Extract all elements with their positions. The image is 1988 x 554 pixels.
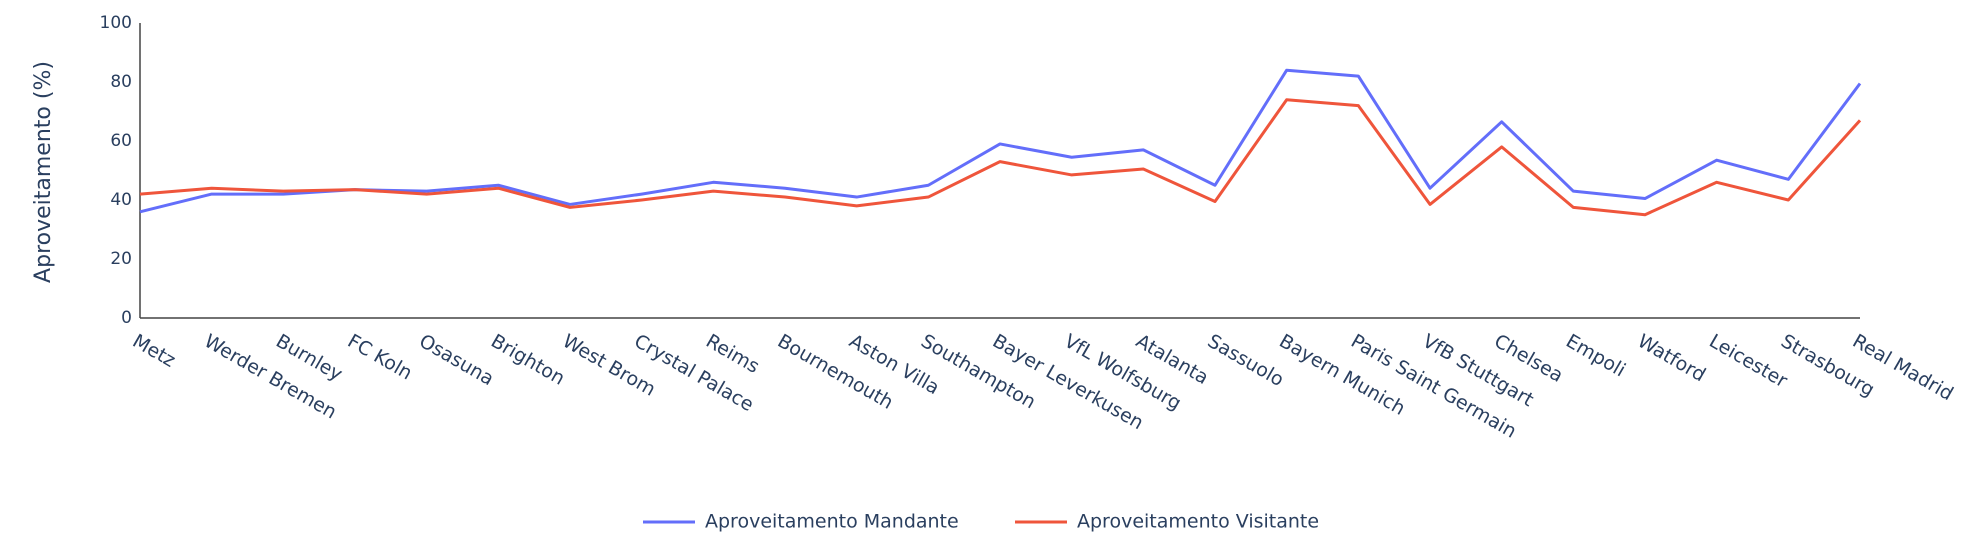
x-tick-label: Werder Bremen	[200, 330, 340, 423]
x-tick-label: Sassuolo	[1204, 330, 1288, 391]
y-tick-label: 40	[110, 190, 132, 210]
y-tick-label: 60	[110, 131, 132, 151]
series-line	[139, 98, 1862, 217]
x-tick-label: Leicester	[1705, 330, 1791, 392]
x-tick-label: Metz	[129, 330, 179, 372]
x-tick-label: Crystal Palace	[630, 330, 757, 416]
legend-label: Aproveitamento Mandante	[705, 511, 959, 533]
x-tick-label: Bayern Munich	[1275, 330, 1408, 420]
x-tick-label: Empoli	[1562, 330, 1629, 381]
y-tick-label: 0	[121, 308, 132, 328]
y-tick-label: 80	[110, 72, 132, 92]
x-tick-label: Brighton	[487, 330, 568, 390]
legend-label: Aproveitamento Visitante	[1077, 511, 1319, 533]
y-tick-label: 100	[100, 13, 132, 33]
series-line	[139, 68, 1862, 214]
x-tick-label: FC Koln	[344, 330, 416, 384]
x-tick-label: Osasuna	[415, 330, 497, 390]
y-axis-title: Aproveitamento (%)	[31, 61, 56, 283]
x-tick-label: Watford	[1634, 330, 1710, 386]
y-tick-label: 20	[110, 249, 132, 269]
